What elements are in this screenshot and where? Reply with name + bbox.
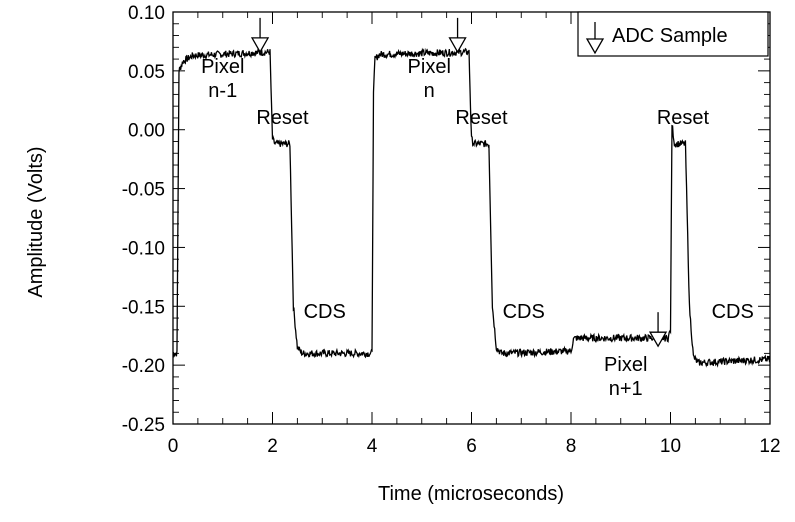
x-tick-label: 12 — [759, 436, 780, 457]
y-axis: 0.10 0.05 0.00 -0.05 -0.10 -0.15 -0.20 -0.25 — [122, 3, 770, 436]
annotation-label: Reset — [455, 107, 508, 129]
annotation-label: Pixel — [604, 354, 647, 376]
adc-sample-markers — [250, 17, 668, 348]
y-tick-label: -0.25 — [122, 415, 165, 436]
down-arrow-icon — [648, 312, 668, 348]
y-tick-label: 0.05 — [128, 62, 165, 83]
annotation-label: n+1 — [609, 378, 643, 400]
y-axis-title: Amplitude (Volts) — [25, 146, 47, 297]
x-axis: 0 2 4 6 8 10 12 — [168, 12, 781, 457]
annotation-label: n — [424, 80, 435, 102]
y-tick-label: -0.15 — [122, 297, 165, 318]
annotation-label: CDS — [712, 301, 754, 323]
down-arrow-icon — [585, 22, 605, 55]
annotations: Pixeln-1ResetCDSPixelnResetCDSPixeln+1Re… — [201, 56, 754, 400]
down-arrow-icon — [250, 17, 270, 54]
annotation-label: n-1 — [208, 80, 237, 102]
x-tick-label: 10 — [660, 436, 681, 457]
x-axis-title: Time (microseconds) — [378, 483, 564, 505]
annotation-label: Pixel — [201, 56, 244, 78]
series-line — [172, 47, 771, 368]
arrow-head — [648, 331, 668, 348]
annotation-label: Reset — [256, 107, 309, 129]
annotation-label: Pixel — [408, 56, 451, 78]
legend-box — [577, 11, 769, 57]
series-layer — [172, 47, 771, 368]
arrow-head — [448, 37, 467, 54]
arrow-head — [250, 37, 270, 54]
y-tick-label: -0.05 — [122, 180, 165, 201]
x-tick-label: 6 — [466, 436, 477, 457]
legend-label: ADC Sample — [612, 25, 728, 47]
plot-border — [172, 11, 771, 425]
legend: ADC Sample — [577, 11, 769, 57]
y-tick-label: -0.20 — [122, 356, 165, 377]
down-arrow-icon — [448, 17, 467, 54]
y-tick-label: 0.10 — [128, 3, 165, 24]
annotation-label: CDS — [503, 301, 545, 323]
x-tick-label: 2 — [267, 436, 278, 457]
annotation-label: Reset — [657, 107, 710, 129]
y-tick-label: -0.10 — [122, 238, 165, 259]
plot-area — [172, 11, 771, 425]
y-tick-label: 0.00 — [128, 121, 165, 142]
x-tick-label: 4 — [367, 436, 378, 457]
annotation-label: CDS — [304, 301, 346, 323]
x-tick-label: 0 — [168, 436, 179, 457]
x-tick-label: 8 — [566, 436, 577, 457]
